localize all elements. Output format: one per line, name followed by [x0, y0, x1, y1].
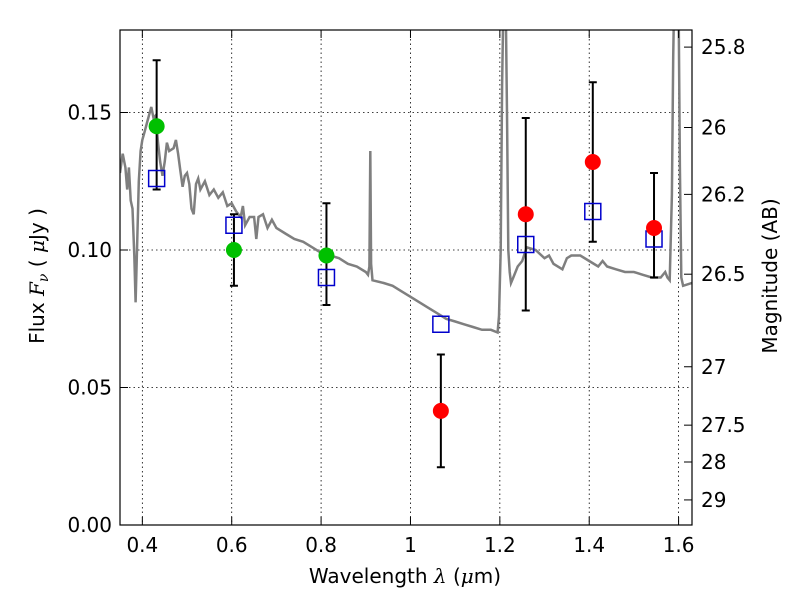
red-point [517, 206, 534, 223]
x-tick-label: 0.8 [305, 533, 337, 557]
ticks: 0.4 0.6 0.8 1 1.2 1.4 1.6 0.00 0.05 0.10 0.15 25.8 2… [67, 30, 746, 557]
magnitude-tick-label: 27 [701, 355, 726, 379]
green-point [225, 242, 242, 258]
green-point [148, 118, 165, 135]
magnitude-tick-label: 27.5 [701, 413, 746, 437]
magnitude-tick-label: 26 [701, 116, 726, 140]
y-tick-label: 0.15 [67, 101, 112, 125]
magnitude-tick-label: 26.5 [701, 262, 746, 286]
x-axis-label: Wavelength λ (μm) [309, 564, 501, 588]
magnitude-tick-label: 28 [701, 450, 726, 474]
y-tick-label: 0.10 [67, 238, 112, 262]
x-tick-label: 1.4 [573, 533, 605, 557]
square-marker [317, 268, 336, 287]
x-tick-label: 0.4 [126, 533, 158, 557]
green-point [318, 247, 335, 264]
x-tick-label: 1.6 [663, 533, 695, 557]
red-point [432, 402, 449, 419]
magnitude-tick-label: 26.2 [701, 182, 746, 206]
y-tick-label: 0.05 [67, 376, 112, 400]
red-point [584, 154, 601, 170]
magnitude-axis-label: Magnitude (AB) [758, 198, 782, 353]
magnitude-tick-label: 29 [701, 488, 726, 512]
plot-frame [119, 29, 693, 526]
grid [120, 30, 692, 526]
x-tick-label: 1.2 [484, 533, 516, 557]
square-marker [225, 216, 243, 234]
square-marker [432, 315, 450, 333]
red-point [646, 220, 663, 236]
y-tick-label: 0.00 [67, 513, 112, 537]
circle-markers [148, 118, 663, 419]
square-marker [517, 235, 535, 254]
y-axis-label: Flux Fν ( μJy ) [25, 208, 52, 344]
magnitude-tick-label: 25.8 [701, 35, 746, 59]
x-tick-label: 1 [404, 533, 417, 557]
x-tick-label: 0.6 [216, 533, 248, 557]
model-layer [120, 30, 692, 335]
square-markers [147, 169, 663, 333]
square-marker [584, 202, 602, 221]
model-spectrum-line [120, 30, 692, 335]
square-marker [147, 169, 166, 188]
errorbars [152, 59, 659, 469]
